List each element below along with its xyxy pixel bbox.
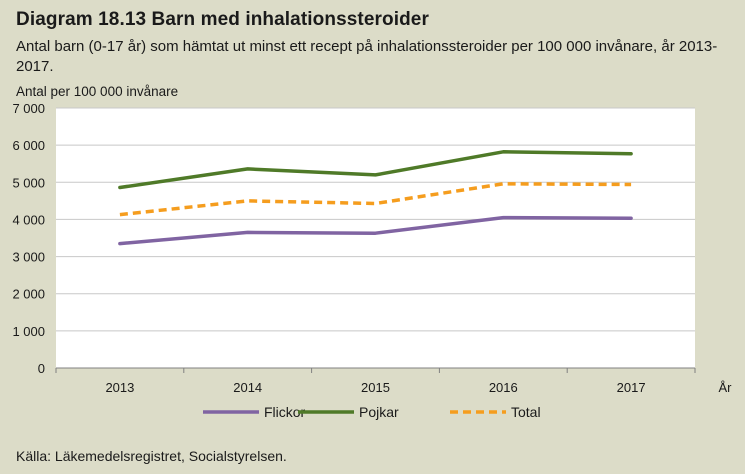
plot-area xyxy=(56,108,695,368)
x-tick-label-2014: 2014 xyxy=(233,380,262,395)
legend-label-flickor: Flickor xyxy=(264,404,306,420)
chart-subtitle: Antal barn (0-17 år) som hämtat ut minst… xyxy=(16,38,718,75)
y-tick-label: 1 000 xyxy=(12,324,45,339)
x-axis-title: År xyxy=(719,380,733,395)
y-tick-label: 6 000 xyxy=(12,138,45,153)
y-tick-label: 0 xyxy=(38,361,45,376)
x-tick-label-2017: 2017 xyxy=(617,380,646,395)
chart-title: Diagram 18.13 Barn med inhalationssteroi… xyxy=(16,9,429,30)
source-note: Källa: Läkemedelsregistret, Socialstyrel… xyxy=(16,448,287,464)
y-tick-label: 4 000 xyxy=(12,212,45,227)
y-tick-label: 7 000 xyxy=(12,101,45,116)
series-line-pojkar xyxy=(118,150,633,190)
x-tick-label-2013: 2013 xyxy=(105,380,134,395)
series-line-flickor xyxy=(118,215,633,246)
x-tick-label-2015: 2015 xyxy=(361,380,390,395)
y-axis-title: Antal per 100 000 invånare xyxy=(16,84,178,99)
y-tick-label: 5 000 xyxy=(12,175,45,190)
legend-label-pojkar: Pojkar xyxy=(359,404,399,420)
y-tick-label: 2 000 xyxy=(12,287,45,302)
series-line-total xyxy=(119,182,632,217)
x-tick-label-2016: 2016 xyxy=(489,380,518,395)
legend-label-total: Total xyxy=(511,404,541,420)
y-tick-label: 3 000 xyxy=(12,250,45,265)
